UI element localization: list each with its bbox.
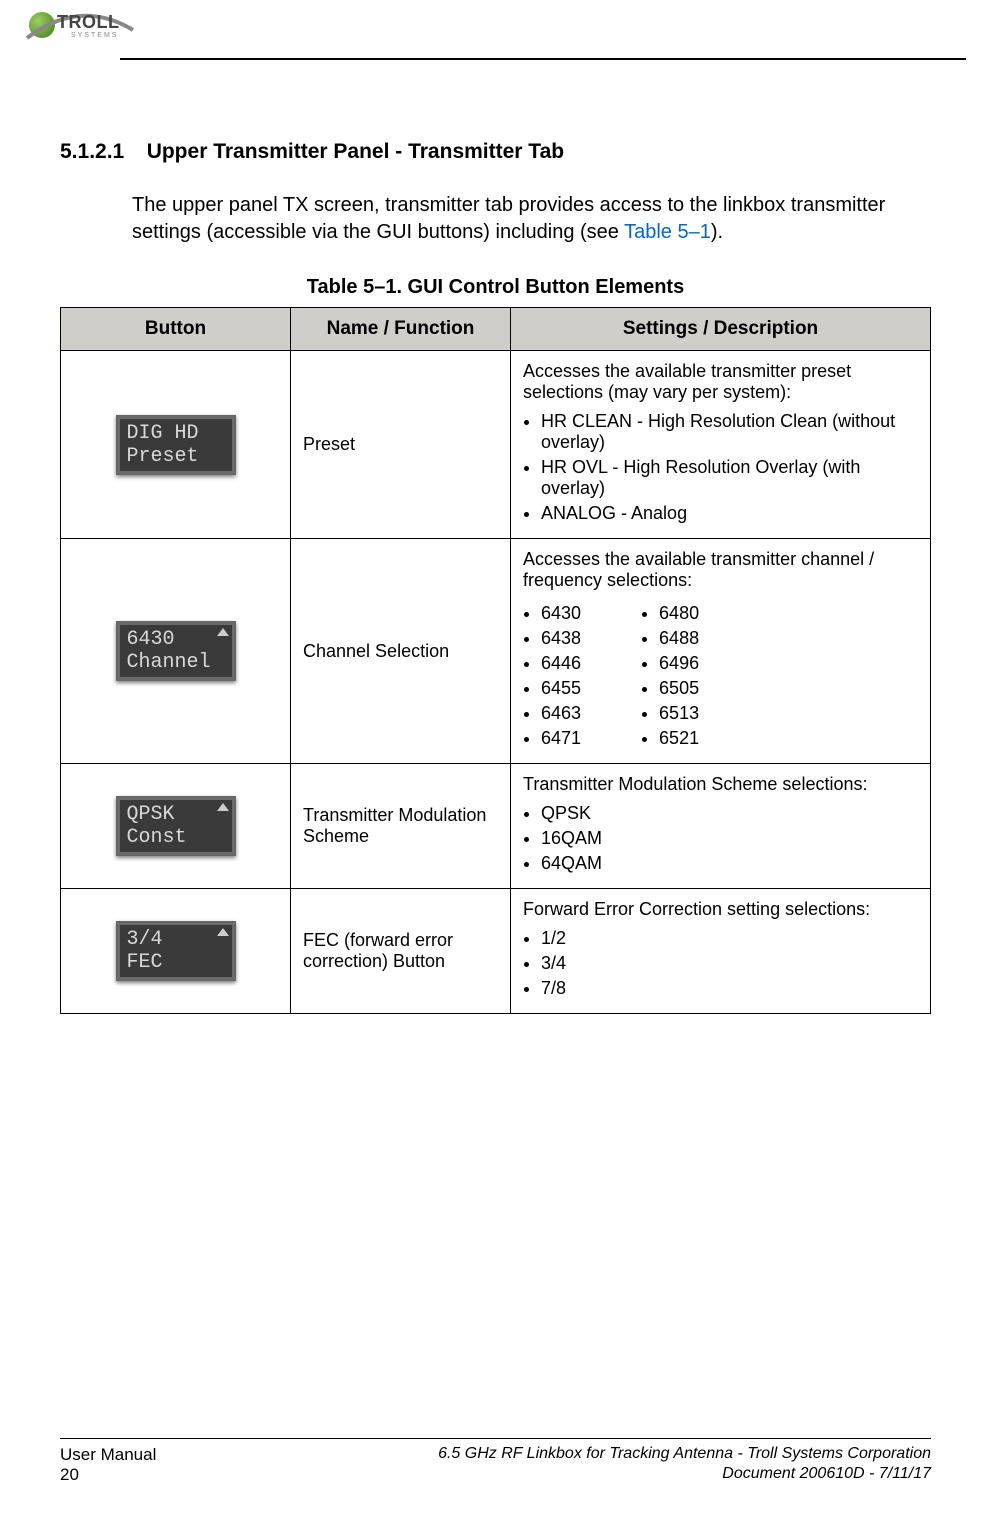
list-item: 6446 (541, 653, 581, 674)
row-desc: Accesses the available transmitter chann… (511, 539, 931, 764)
list-item: 3/4 (541, 953, 918, 974)
row-name: Preset (291, 351, 511, 539)
list-item: 6521 (659, 728, 699, 749)
modulation-button[interactable]: QPSK Const (116, 796, 236, 856)
chevron-up-icon (217, 628, 229, 636)
list-item: HR OVL - High Resolution Overlay (with o… (541, 457, 918, 499)
list-item: 1/2 (541, 928, 918, 949)
list-item: 16QAM (541, 828, 918, 849)
chevron-up-icon (217, 928, 229, 936)
row-name: FEC (forward error correction) Button (291, 889, 511, 1014)
channel-button[interactable]: 6430 Channel (116, 621, 236, 681)
footer-left-title: User Manual (60, 1445, 156, 1465)
gui-table: Button Name / Function Settings / Descri… (60, 307, 931, 1014)
list-item: ANALOG - Analog (541, 503, 918, 524)
section-number: 5.1.2.1 (60, 140, 124, 164)
list-item: 6505 (659, 678, 699, 699)
list-item: 6455 (541, 678, 581, 699)
col-name: Name / Function (291, 308, 511, 351)
col-desc: Settings / Description (511, 308, 931, 351)
list-item: 6480 (659, 603, 699, 624)
table-caption: Table 5–1. GUI Control Button Elements (60, 276, 931, 299)
list-item: 6496 (659, 653, 699, 674)
list-item: 7/8 (541, 978, 918, 999)
table-ref-link[interactable]: Table 5–1 (624, 221, 711, 243)
row-desc: Forward Error Correction setting selecti… (511, 889, 931, 1014)
chevron-up-icon (217, 803, 229, 811)
row-name: Transmitter Modulation Scheme (291, 764, 511, 889)
row-desc: Transmitter Modulation Scheme selections… (511, 764, 931, 889)
table-row: 3/4 FEC FEC (forward error correction) B… (61, 889, 931, 1014)
page-footer: User Manual 6.5 GHz RF Linkbox for Track… (60, 1438, 931, 1485)
col-button: Button (61, 308, 291, 351)
section-heading: 5.1.2.1 Upper Transmitter Panel - Transm… (60, 140, 931, 164)
table-row: QPSK Const Transmitter Modulation Scheme… (61, 764, 931, 889)
logo-brand: TROLL (57, 12, 120, 33)
preset-button[interactable]: DIG HD Preset (116, 415, 236, 475)
list-item: 64QAM (541, 853, 918, 874)
list-item: 6471 (541, 728, 581, 749)
footer-doc-id: Document 200610D - 7/11/17 (722, 1465, 931, 1485)
list-item: 6488 (659, 628, 699, 649)
section-intro: The upper panel TX screen, transmitter t… (132, 192, 931, 246)
table-row: DIG HD Preset Preset Accesses the availa… (61, 351, 931, 539)
row-name: Channel Selection (291, 539, 511, 764)
fec-button[interactable]: 3/4 FEC (116, 921, 236, 981)
table-row: 6430 Channel Channel Selection Accesses … (61, 539, 931, 764)
list-item: 6463 (541, 703, 581, 724)
list-item: 6438 (541, 628, 581, 649)
list-item: 6430 (541, 603, 581, 624)
row-desc: Accesses the available transmitter prese… (511, 351, 931, 539)
list-item: 6513 (659, 703, 699, 724)
list-item: QPSK (541, 803, 918, 824)
logo-sub: SYSTEMS (71, 32, 118, 39)
footer-right-title: 6.5 GHz RF Linkbox for Tracking Antenna … (438, 1445, 931, 1465)
footer-page-num: 20 (60, 1465, 79, 1485)
list-item: HR CLEAN - High Resolution Clean (withou… (541, 411, 918, 453)
section-title: Upper Transmitter Panel - Transmitter Ta… (147, 140, 564, 163)
logo: TROLL SYSTEMS (25, 8, 135, 48)
